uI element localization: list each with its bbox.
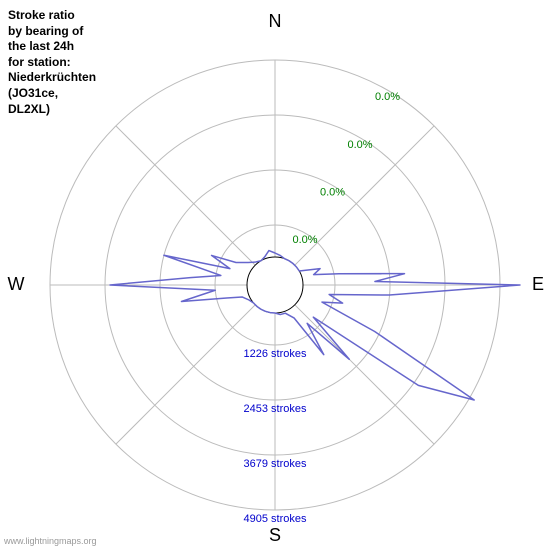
- ring-label-bottom: 2453 strokes: [244, 403, 307, 415]
- ring-label-top: 0.0%: [292, 234, 317, 246]
- ring-label-top: 0.0%: [320, 186, 345, 198]
- title-line-0: Stroke ratio: [8, 8, 75, 22]
- title-line-3: for station:: [8, 55, 71, 69]
- ring-label-bottom: 4905 strokes: [244, 513, 307, 525]
- ring-label-top: 0.0%: [347, 139, 372, 151]
- cardinal-n: N: [269, 11, 282, 31]
- title-line-2: the last 24h: [8, 39, 74, 53]
- ring-label-top: 0.0%: [375, 91, 400, 103]
- cardinal-w: W: [8, 274, 25, 294]
- cardinal-e: E: [532, 274, 544, 294]
- ring-label-bottom: 3679 strokes: [244, 458, 307, 470]
- title-line-5: (JO31ce,: [8, 86, 58, 100]
- title-line-1: by bearing of: [8, 24, 83, 38]
- title-line-6: DL2XL): [8, 102, 50, 116]
- chart-title: Stroke ratio by bearing of the last 24h …: [8, 8, 96, 117]
- spoke-line: [116, 305, 255, 444]
- spoke-line: [116, 126, 255, 265]
- ring-label-bottom: 1226 strokes: [244, 348, 307, 360]
- cardinal-s: S: [269, 525, 281, 545]
- footer-text: www.lightningmaps.org: [4, 536, 97, 546]
- footer-attribution: www.lightningmaps.org: [4, 536, 97, 546]
- title-line-4: Niederkrüchten: [8, 70, 96, 84]
